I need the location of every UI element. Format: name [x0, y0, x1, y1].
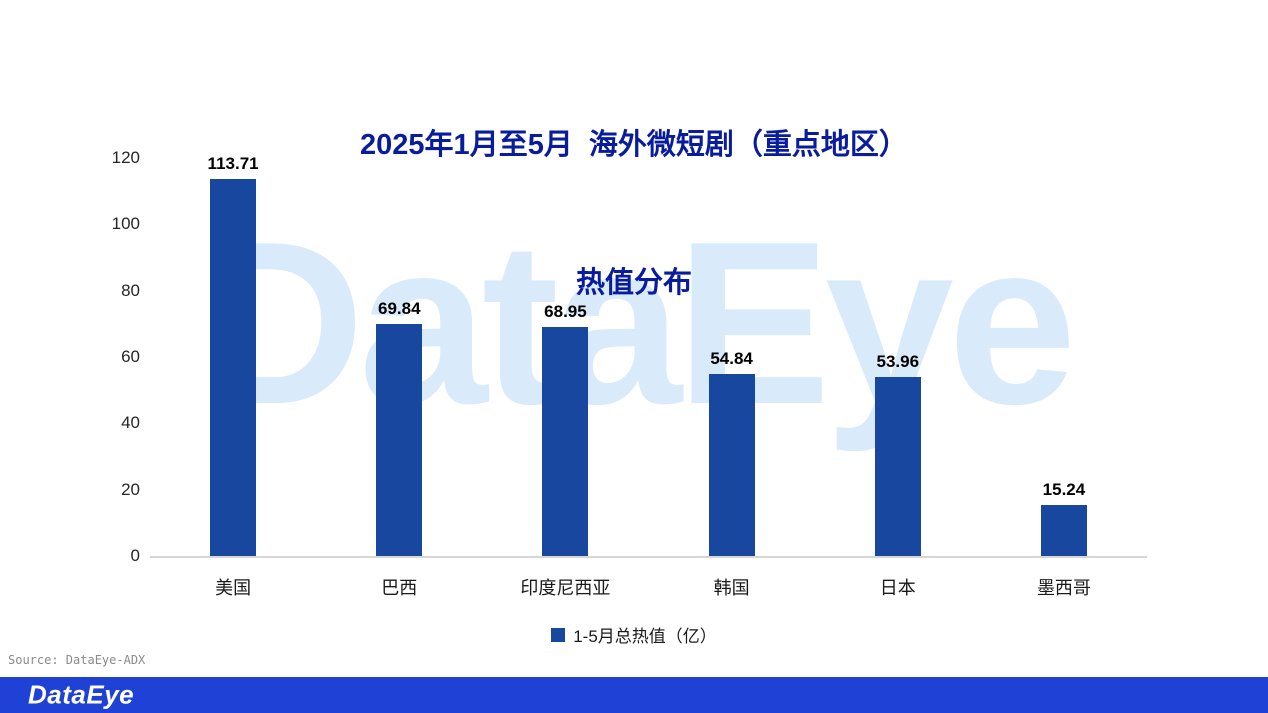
x-axis-label: 美国: [215, 578, 252, 598]
x-axis-label: 墨西哥: [1036, 578, 1091, 598]
x-axis-label: 印度尼西亚: [520, 578, 611, 598]
legend-swatch-icon: [551, 627, 566, 642]
chart-legend: 1-5月总热值（亿）: [0, 622, 1268, 647]
bar-slot: 54.84: [649, 158, 815, 556]
bar-value-label: 53.96: [876, 352, 920, 372]
bar-slot: 69.84: [316, 158, 482, 556]
x-axis-label: 日本: [879, 578, 916, 598]
bar-value-label: 68.95: [544, 302, 587, 322]
bar: [874, 377, 921, 556]
y-tick-label: 40: [121, 413, 140, 433]
bar: [376, 324, 423, 556]
bar-value-label: 69.84: [377, 299, 421, 319]
y-tick-label: 20: [121, 479, 140, 499]
bars-row: 113.71 69.84 68.95 54.84 53.96 15.24: [150, 154, 1147, 556]
plot-area: 113.71 69.84 68.95 54.84 53.96 15.24: [150, 154, 1147, 558]
y-tick-label: 100: [111, 214, 140, 234]
bar: [210, 178, 257, 556]
bar: [542, 327, 589, 556]
y-tick-label: 0: [130, 546, 140, 565]
y-tick-label: 120: [111, 148, 140, 167]
bar: [708, 374, 755, 556]
y-tick-label: 60: [121, 347, 140, 366]
bar-chart: 0 20 40 60 80 100 120 113.71 69.84 68.95 54.84 53.…: [100, 148, 1147, 600]
bar-value-label: 15.24: [1042, 480, 1086, 500]
x-axis-label: 韩国: [713, 578, 750, 598]
bar-slot: 53.96: [815, 158, 981, 556]
bar-slot: 68.95: [482, 158, 648, 556]
bar-value-label: 54.84: [710, 349, 753, 369]
source-note: Source: DataEye-ADX: [8, 653, 146, 667]
bar-slot: 113.71: [150, 154, 316, 556]
chart-title-line1: 2025年1月至5月 海外微短剧（重点地区）: [360, 129, 908, 161]
legend-label: 1-5月总热值（亿）: [573, 627, 717, 646]
bar-slot: 15.24: [981, 158, 1147, 556]
y-axis: 0 20 40 60 80 100 120: [100, 148, 150, 565]
x-axis-label: 巴西: [381, 578, 418, 598]
dataeye-logo: DataEye: [28, 679, 135, 710]
chart-title-line2: 热值分布: [575, 267, 692, 299]
bar-value-label: 113.71: [207, 153, 259, 173]
y-tick-label: 80: [121, 280, 140, 300]
x-axis-labels: 美国 巴西 印度尼西亚 韩国 日本 墨西哥: [150, 558, 1147, 600]
chart-title: 2025年1月至5月 海外微短剧（重点地区） 热值分布: [0, 30, 1268, 398]
footer-bar: DataEye: [0, 677, 1268, 713]
bar: [1040, 505, 1087, 556]
dataeye-watermark: DataEye: [197, 194, 1077, 453]
